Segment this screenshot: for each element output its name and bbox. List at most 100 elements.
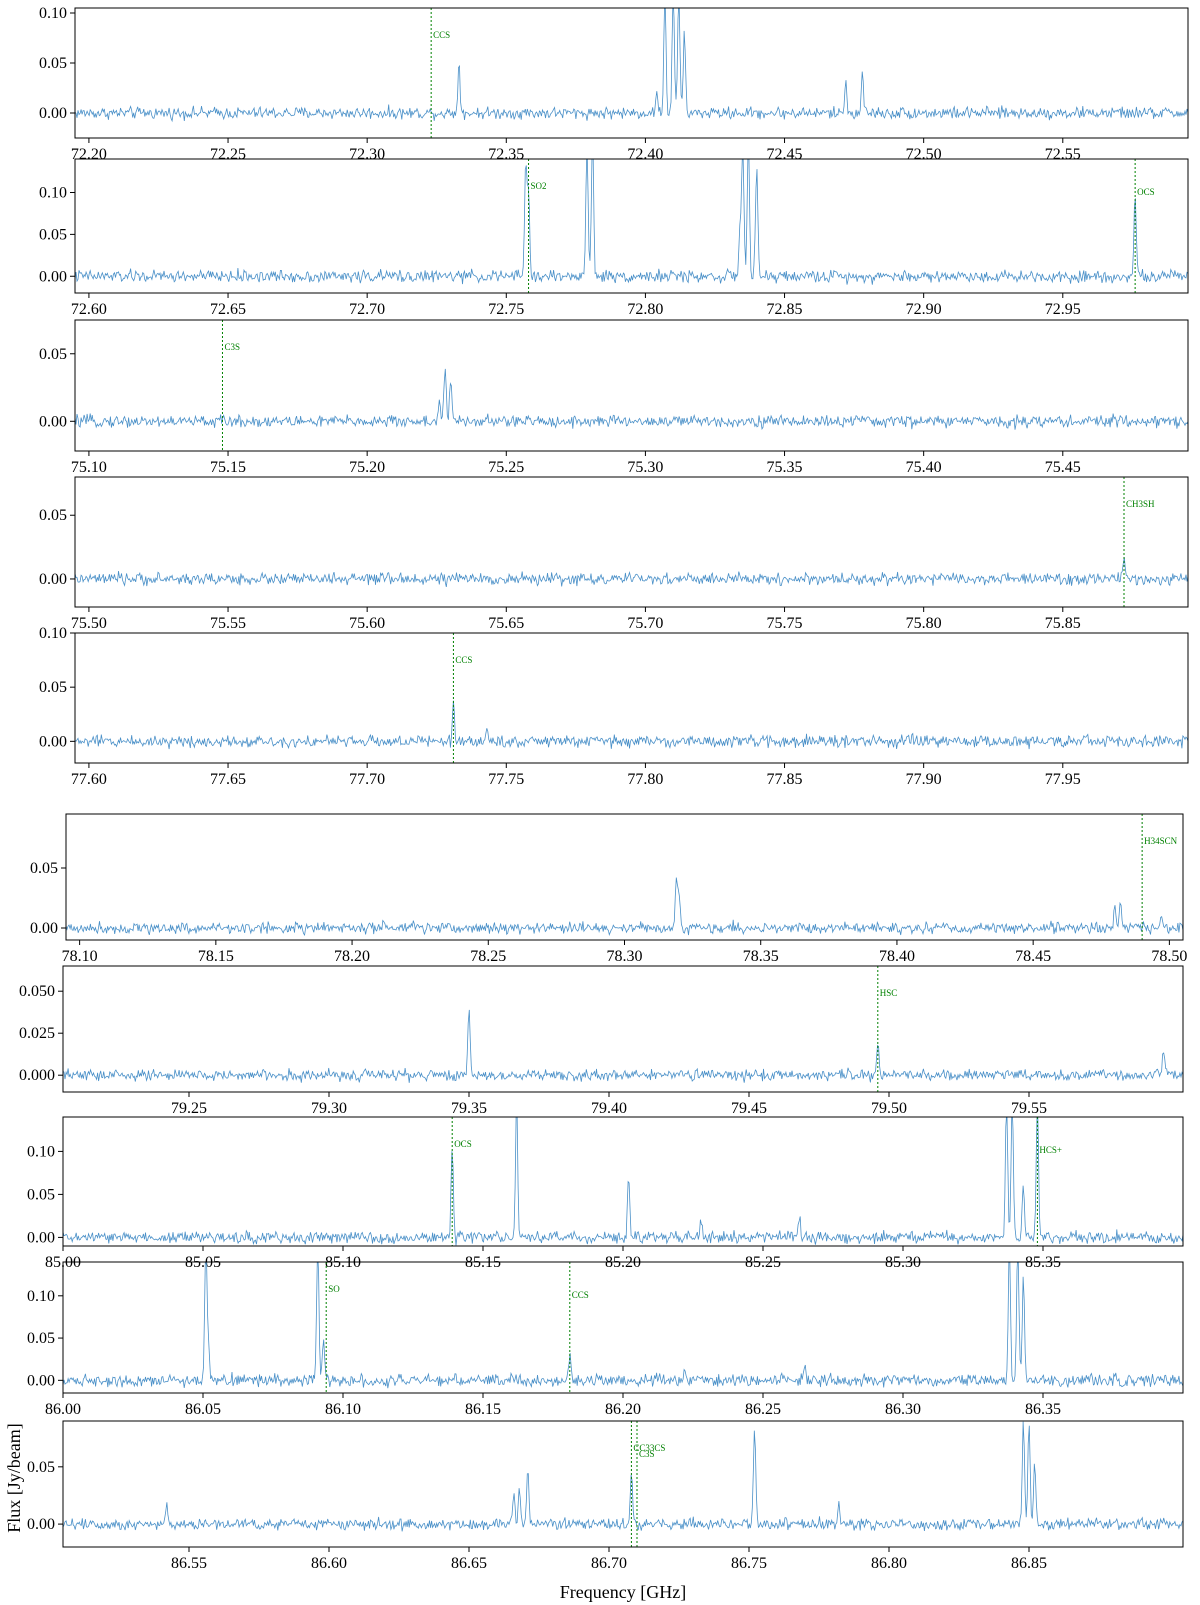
x-tick-label: 86.85 bbox=[1011, 1555, 1047, 1572]
spectrum-line bbox=[75, 159, 1188, 285]
x-tick-label: 86.05 bbox=[185, 1401, 221, 1418]
transition-label: CCS bbox=[572, 1290, 589, 1300]
spectrum-panel: CH3SH 75.50 75.55 75.60 75.65 75.70 75.75 75.80… bbox=[39, 476, 1189, 632]
x-tick-label: 72.65 bbox=[210, 301, 246, 318]
y-tick-label: 0.10 bbox=[39, 625, 67, 642]
y-tick-label: 0.00 bbox=[30, 920, 58, 937]
x-tick-label: 79.35 bbox=[451, 1100, 487, 1117]
x-tick-label: 77.70 bbox=[349, 771, 385, 788]
x-tick-label: 78.25 bbox=[470, 948, 506, 965]
x-tick-label: 72.55 bbox=[1045, 146, 1081, 163]
y-tick-label: 0.10 bbox=[39, 185, 67, 202]
spectrum-line bbox=[63, 1262, 1183, 1389]
transition-label: CH3SH bbox=[1126, 499, 1155, 509]
x-tick-label: 86.25 bbox=[745, 1401, 781, 1418]
y-tick-label: 0.00 bbox=[27, 1372, 55, 1389]
x-tick-label: 72.60 bbox=[71, 301, 107, 318]
transition-label: OCS bbox=[1137, 187, 1155, 197]
transition-label: C3S bbox=[639, 1449, 655, 1459]
x-tick-label: 72.35 bbox=[488, 146, 524, 163]
spectrum-line bbox=[66, 877, 1183, 937]
x-tick-label: 72.75 bbox=[488, 301, 524, 318]
x-tick-label: 79.45 bbox=[731, 1100, 767, 1117]
x-tick-label: 75.45 bbox=[1045, 459, 1081, 476]
x-tick-label: 72.80 bbox=[627, 301, 663, 318]
y-tick-label: 0.05 bbox=[27, 1330, 55, 1347]
x-tick-label: 78.10 bbox=[62, 948, 98, 965]
axes-frame bbox=[74, 632, 1189, 764]
y-tick-label: 0.00 bbox=[39, 105, 67, 122]
x-tick-label: 77.90 bbox=[906, 771, 942, 788]
transition-label: CCS bbox=[455, 655, 472, 665]
spectrum-line bbox=[63, 1421, 1183, 1532]
axes-frame bbox=[62, 1420, 1184, 1548]
axes-frame bbox=[65, 813, 1184, 941]
y-tick-label: 0.025 bbox=[19, 1025, 55, 1042]
y-tick-label: 0.000 bbox=[19, 1067, 55, 1084]
x-tick-label: 72.95 bbox=[1045, 301, 1081, 318]
x-tick-label: 75.35 bbox=[767, 459, 803, 476]
spectrum-panel: CCS 77.60 77.65 77.70 77.75 77.80 77.85 77.90 77… bbox=[39, 625, 1189, 788]
x-tick-label: 72.40 bbox=[627, 146, 663, 163]
x-tick-label: 78.45 bbox=[1015, 948, 1051, 965]
x-tick-label: 86.20 bbox=[605, 1401, 641, 1418]
x-axis-title: Frequency [GHz] bbox=[560, 1582, 686, 1602]
x-tick-label: 72.25 bbox=[210, 146, 246, 163]
x-tick-label: 75.30 bbox=[627, 459, 663, 476]
spectrum-line bbox=[75, 557, 1188, 587]
x-tick-label: 75.65 bbox=[488, 615, 524, 632]
y-tick-label: 0.00 bbox=[39, 413, 67, 430]
y-tick-label: 0.05 bbox=[30, 860, 58, 877]
x-tick-label: 86.00 bbox=[45, 1401, 81, 1418]
x-tick-label: 77.75 bbox=[488, 771, 524, 788]
x-tick-label: 72.50 bbox=[906, 146, 942, 163]
spectrum-panel: SO2 OCS 72.60 72.65 72.70 72.75 72.80 72.85 72.9… bbox=[39, 158, 1189, 318]
x-tick-label: 75.25 bbox=[488, 459, 524, 476]
spectrum-line bbox=[63, 1009, 1183, 1083]
y-tick-label: 0.00 bbox=[27, 1516, 55, 1533]
transition-label: OCS bbox=[454, 1139, 472, 1149]
y-tick-label: 0.10 bbox=[27, 1143, 55, 1160]
x-tick-label: 78.20 bbox=[334, 948, 370, 965]
x-tick-label: 75.80 bbox=[906, 615, 942, 632]
axes-frame bbox=[74, 7, 1189, 139]
y-tick-label: 0.05 bbox=[27, 1186, 55, 1203]
x-tick-label: 86.70 bbox=[591, 1555, 627, 1572]
x-tick-label: 72.20 bbox=[71, 146, 107, 163]
x-tick-label: 79.55 bbox=[1011, 1100, 1047, 1117]
x-tick-label: 72.45 bbox=[767, 146, 803, 163]
x-tick-label: 86.30 bbox=[885, 1401, 921, 1418]
axes-frame bbox=[74, 158, 1189, 294]
spectrum-line bbox=[75, 700, 1188, 750]
y-tick-label: 0.05 bbox=[39, 55, 67, 72]
spectrum-panel: C3S 75.10 75.15 75.20 75.25 75.30 75.35 75.40 75… bbox=[39, 319, 1189, 476]
axes-frame bbox=[74, 319, 1189, 452]
y-tick-label: 0.00 bbox=[39, 733, 67, 750]
transition-label: HCS+ bbox=[1039, 1145, 1062, 1155]
transition-label: HSC bbox=[880, 988, 898, 998]
x-tick-label: 72.85 bbox=[767, 301, 803, 318]
x-tick-label: 77.85 bbox=[767, 771, 803, 788]
transition-label: CC33CS bbox=[633, 1443, 665, 1453]
x-tick-label: 78.30 bbox=[607, 948, 643, 965]
spectrum-line bbox=[75, 8, 1188, 123]
spectrum-panel: SO CCS 86.00 86.05 86.10 86.15 86.20 86.25 86.30… bbox=[27, 1261, 1184, 1418]
x-tick-label: 72.90 bbox=[906, 301, 942, 318]
axes-frame bbox=[62, 965, 1184, 1093]
y-tick-label: 0.050 bbox=[19, 983, 55, 1000]
y-tick-label: 0.10 bbox=[27, 1288, 55, 1305]
x-tick-label: 75.55 bbox=[210, 615, 246, 632]
x-tick-label: 77.95 bbox=[1045, 771, 1081, 788]
x-tick-label: 72.30 bbox=[349, 146, 385, 163]
x-tick-label: 86.55 bbox=[171, 1555, 207, 1572]
y-tick-label: 0.00 bbox=[39, 268, 67, 285]
x-tick-label: 79.25 bbox=[171, 1100, 207, 1117]
x-tick-label: 86.65 bbox=[451, 1555, 487, 1572]
x-tick-label: 86.75 bbox=[731, 1555, 767, 1572]
x-tick-label: 77.80 bbox=[627, 771, 663, 788]
x-tick-label: 86.10 bbox=[325, 1401, 361, 1418]
x-tick-label: 86.80 bbox=[871, 1555, 907, 1572]
x-tick-label: 77.65 bbox=[210, 771, 246, 788]
